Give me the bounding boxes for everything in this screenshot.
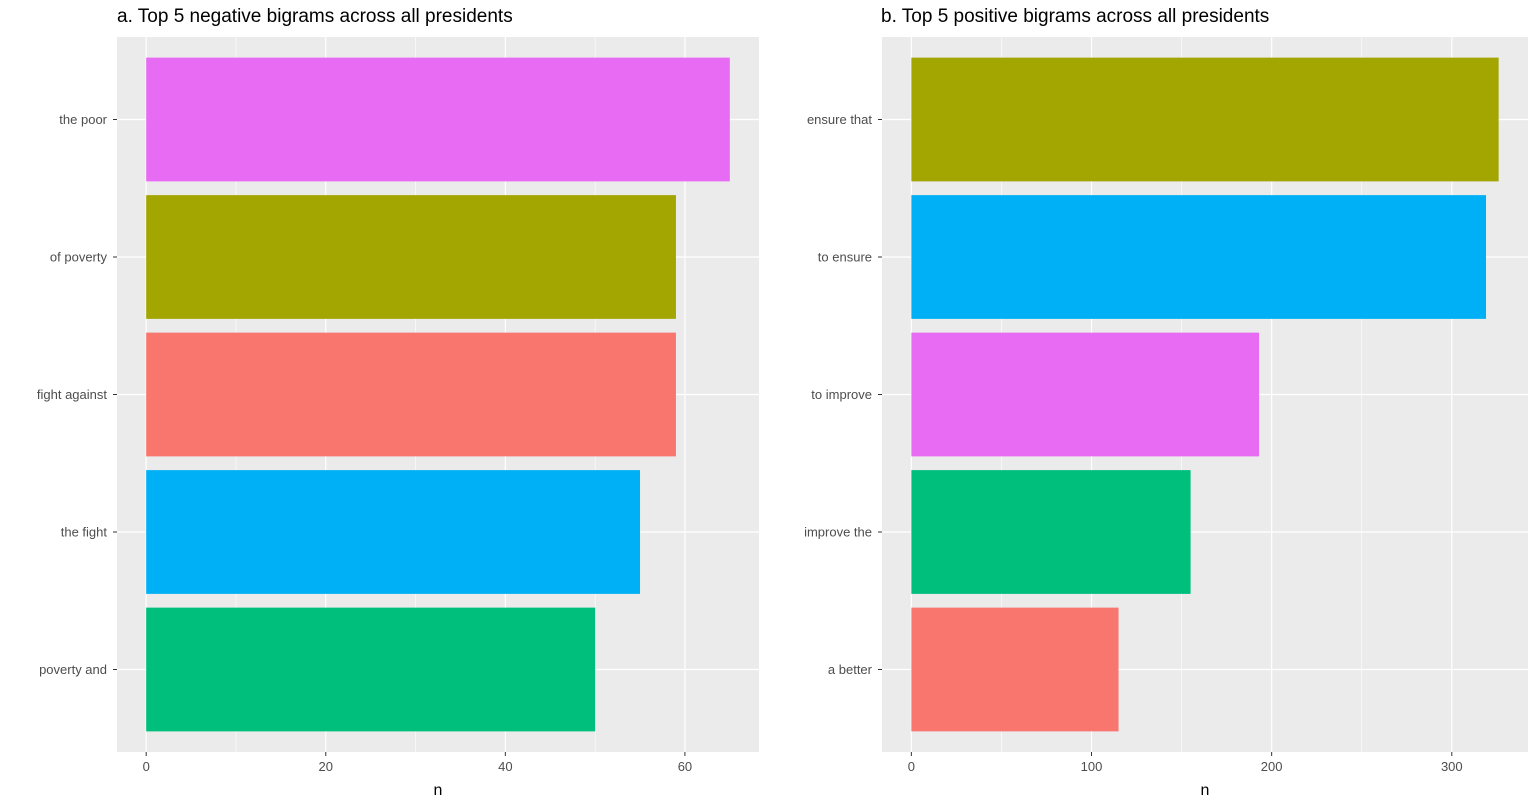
y-tick-label: the poor [59,112,107,127]
y-tick-label: improve the [804,525,872,540]
bar [911,470,1191,594]
y-tick-label: the fight [61,525,108,540]
bar [146,607,596,732]
x-tick-label: 200 [1261,759,1283,774]
y-tick-label: ensure that [807,112,872,127]
chart-title: b. Top 5 positive bigrams across all pre… [881,6,1270,27]
chart-plot: the poor of poverty fight against the fight… [37,37,759,799]
x-tick-label: 20 [319,759,333,774]
bar [146,195,676,319]
bar [146,470,641,594]
x-tick-label: 100 [1081,759,1103,774]
bar [911,332,1260,457]
bar [911,195,1487,319]
x-tick-label: 300 [1441,759,1463,774]
x-axis-title: n [1201,782,1210,799]
x-tick-label: 0 [908,759,915,774]
chart-title: a. Top 5 negative bigrams across all pre… [117,6,513,27]
bar [911,607,1119,732]
bar [146,332,676,457]
x-tick-label: 60 [678,759,692,774]
y-tick-label: a better [828,662,873,677]
x-axis-title: n [434,782,443,799]
y-tick-label: to ensure [818,250,872,265]
y-tick-label: to improve [811,387,872,402]
y-tick-label: poverty and [39,662,107,677]
chart-panel-negative: a. Top 5 negative bigrams across all pre… [37,6,759,799]
chart-plot: ensure that to ensure to improve improve th… [804,37,1528,799]
bar [146,57,730,182]
chart-panel-positive: b. Top 5 positive bigrams across all pre… [768,0,1536,806]
y-tick-label: of poverty [50,250,108,265]
y-tick-label: fight against [37,387,107,402]
x-tick-label: 0 [143,759,150,774]
x-tick-label: 40 [498,759,512,774]
bar [911,57,1499,182]
